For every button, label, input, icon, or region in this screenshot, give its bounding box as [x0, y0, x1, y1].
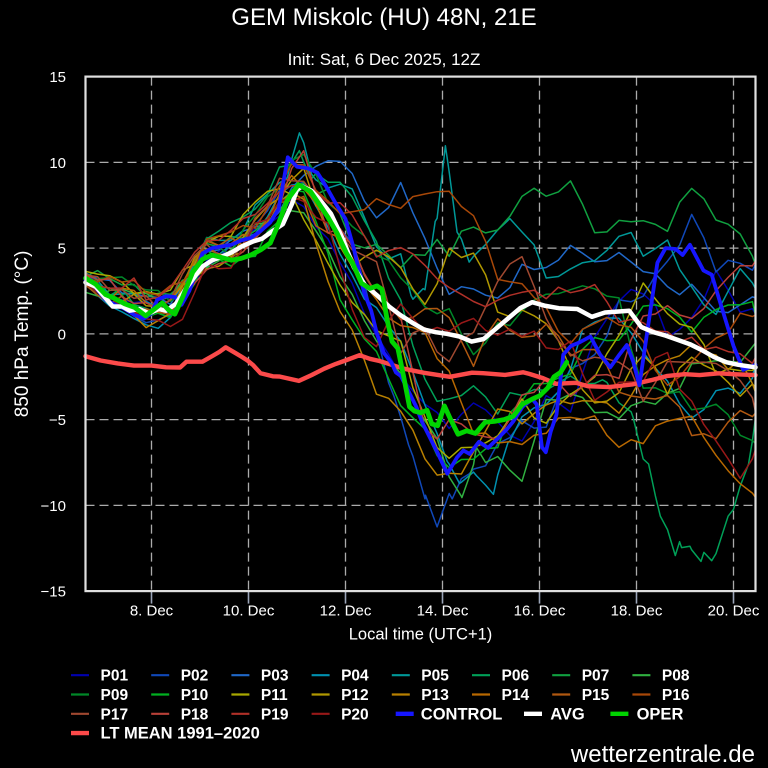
svg-text:P15: P15	[582, 687, 610, 704]
svg-text:P03: P03	[261, 668, 289, 685]
svg-text:−15: −15	[41, 584, 66, 601]
svg-text:P13: P13	[421, 687, 449, 704]
svg-text:P18: P18	[181, 706, 209, 723]
svg-text:P02: P02	[181, 668, 209, 685]
svg-text:P07: P07	[582, 668, 610, 685]
svg-text:OPER: OPER	[637, 705, 684, 723]
svg-text:LT MEAN 1991–2020: LT MEAN 1991–2020	[101, 725, 260, 743]
svg-text:−10: −10	[41, 498, 66, 515]
svg-text:14. Dec: 14. Dec	[417, 603, 469, 620]
svg-text:P11: P11	[261, 687, 288, 704]
svg-text:18. Dec: 18. Dec	[611, 603, 663, 620]
svg-text:12. Dec: 12. Dec	[320, 603, 372, 620]
svg-text:P17: P17	[101, 706, 129, 723]
svg-text:−5: −5	[49, 412, 66, 429]
svg-text:5: 5	[58, 241, 66, 258]
svg-text:15: 15	[49, 69, 66, 86]
svg-text:P10: P10	[181, 687, 209, 704]
svg-text:P19: P19	[261, 706, 289, 723]
svg-text:P12: P12	[341, 687, 369, 704]
svg-text:0: 0	[58, 326, 66, 343]
svg-text:16. Dec: 16. Dec	[514, 603, 566, 620]
svg-text:10: 10	[49, 155, 66, 172]
svg-text:P05: P05	[421, 668, 449, 685]
svg-text:Init: Sat, 6 Dec 2025, 12Z: Init: Sat, 6 Dec 2025, 12Z	[288, 50, 481, 69]
svg-text:10. Dec: 10. Dec	[223, 603, 275, 620]
svg-text:P20: P20	[341, 706, 369, 723]
svg-text:P06: P06	[502, 668, 530, 685]
svg-text:P14: P14	[502, 687, 530, 704]
svg-text:CONTROL: CONTROL	[421, 705, 503, 723]
svg-text:P04: P04	[341, 668, 369, 685]
svg-text:P09: P09	[101, 687, 129, 704]
svg-text:8. Dec: 8. Dec	[130, 603, 174, 620]
svg-text:GEM Miskolc (HU) 48N, 21E: GEM Miskolc (HU) 48N, 21E	[231, 4, 536, 31]
svg-text:P01: P01	[101, 668, 129, 685]
svg-text:P08: P08	[662, 668, 690, 685]
svg-text:wetterzentrale.de: wetterzentrale.de	[570, 741, 755, 768]
svg-text:Local time (UTC+1): Local time (UTC+1)	[349, 626, 493, 644]
svg-text:20. Dec: 20. Dec	[708, 603, 760, 620]
svg-text:P16: P16	[662, 687, 690, 704]
svg-text:AVG: AVG	[550, 705, 585, 723]
svg-text:850 hPa Temp. (°C): 850 hPa Temp. (°C)	[12, 251, 33, 418]
